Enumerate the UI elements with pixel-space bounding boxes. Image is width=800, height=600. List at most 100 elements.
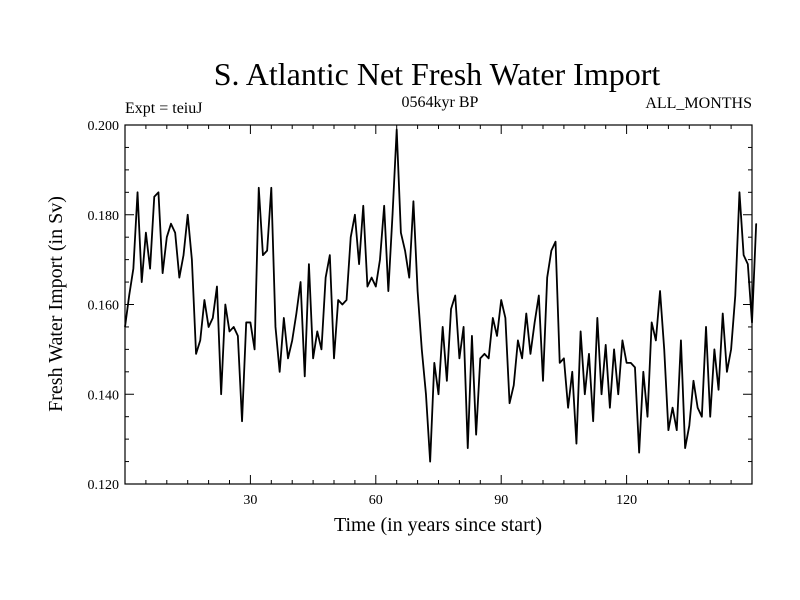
data-point bbox=[508, 402, 511, 404]
data-point bbox=[187, 214, 189, 216]
data-point bbox=[132, 268, 134, 270]
data-point bbox=[500, 299, 502, 301]
data-point bbox=[228, 330, 231, 333]
data-point bbox=[325, 276, 327, 279]
data-point bbox=[208, 326, 210, 328]
data-point bbox=[241, 420, 243, 422]
data-point bbox=[387, 290, 389, 292]
data-point bbox=[362, 205, 364, 207]
data-point bbox=[224, 303, 226, 306]
data-point bbox=[212, 317, 214, 319]
data-point bbox=[341, 303, 343, 306]
data-point bbox=[287, 357, 289, 359]
data-point bbox=[329, 254, 331, 256]
data-point bbox=[751, 321, 753, 324]
data-point bbox=[471, 335, 473, 337]
data-point bbox=[283, 317, 285, 319]
data-point bbox=[538, 294, 540, 297]
y-tick-label: 0.200 bbox=[88, 119, 120, 134]
data-point bbox=[320, 348, 323, 350]
data-point bbox=[191, 259, 193, 261]
x-axis-label: Time (in years since start) bbox=[334, 514, 542, 536]
y-tick-label: 0.140 bbox=[88, 388, 120, 403]
data-point bbox=[529, 353, 532, 355]
data-point bbox=[517, 339, 519, 341]
data-point bbox=[408, 276, 410, 279]
data-point bbox=[166, 236, 168, 238]
data-point bbox=[705, 326, 707, 328]
data-point bbox=[659, 290, 661, 292]
data-point bbox=[270, 187, 272, 189]
data-point bbox=[220, 393, 222, 395]
data-point bbox=[521, 357, 523, 359]
data-point bbox=[513, 384, 515, 386]
data-point bbox=[747, 263, 749, 265]
data-point bbox=[743, 254, 745, 256]
data-point bbox=[391, 214, 394, 216]
data-point bbox=[149, 268, 151, 270]
data-point bbox=[366, 285, 369, 288]
data-point bbox=[136, 191, 139, 193]
data-point bbox=[195, 353, 197, 355]
x-tick-label: 60 bbox=[369, 493, 383, 508]
plot-frame bbox=[124, 124, 753, 485]
data-point bbox=[396, 128, 398, 131]
data-point bbox=[358, 263, 360, 265]
data-point bbox=[274, 326, 277, 328]
data-point bbox=[162, 272, 164, 274]
data-point bbox=[425, 393, 427, 395]
data-point bbox=[375, 285, 377, 288]
data-point bbox=[584, 393, 586, 395]
data-point bbox=[504, 317, 506, 319]
data-point bbox=[157, 191, 160, 193]
months-label: ALL_MONTHS bbox=[645, 95, 752, 112]
data-point bbox=[617, 393, 619, 395]
data-point bbox=[354, 214, 356, 216]
data-point bbox=[542, 380, 544, 382]
data-point bbox=[178, 276, 180, 279]
data-point bbox=[717, 389, 720, 391]
data-point bbox=[262, 254, 264, 256]
data-point bbox=[404, 250, 406, 252]
data-point bbox=[279, 371, 281, 373]
data-point bbox=[433, 362, 435, 364]
data-point bbox=[479, 357, 481, 359]
data-point bbox=[546, 276, 548, 279]
data-point bbox=[496, 335, 498, 337]
x-tick-label: 30 bbox=[243, 493, 257, 508]
data-point bbox=[575, 443, 578, 445]
y-axis-label: Fresh Water Import (in Sv) bbox=[45, 196, 67, 412]
data-point bbox=[534, 321, 536, 324]
data-point bbox=[437, 393, 440, 395]
data-point bbox=[525, 312, 527, 315]
series-line bbox=[124, 128, 758, 463]
data-point bbox=[333, 357, 335, 359]
data-point bbox=[663, 348, 665, 350]
data-point bbox=[312, 357, 314, 359]
data-point bbox=[605, 344, 607, 346]
data-points bbox=[124, 128, 757, 463]
axis-tick-labels: 30 60 90 120 0.120 0.140 0.160 0.180 0.200 bbox=[88, 119, 638, 508]
data-point bbox=[316, 330, 318, 333]
data-point bbox=[350, 236, 352, 238]
data-point bbox=[442, 326, 444, 328]
data-point bbox=[400, 232, 402, 234]
axis-ticks bbox=[125, 124, 752, 485]
x-tick-label: 120 bbox=[616, 493, 637, 508]
data-point bbox=[563, 357, 565, 359]
data-point bbox=[596, 317, 598, 319]
data-point bbox=[337, 299, 339, 301]
data-point bbox=[592, 420, 594, 422]
data-point bbox=[567, 407, 569, 409]
data-point bbox=[483, 353, 486, 355]
data-point bbox=[216, 285, 218, 288]
data-point bbox=[638, 451, 640, 454]
data-point bbox=[684, 447, 686, 449]
data-point bbox=[253, 348, 256, 350]
data-point bbox=[345, 299, 348, 301]
experiment-label: Expt = teiuJ bbox=[125, 100, 202, 117]
data-point bbox=[203, 299, 206, 301]
data-point bbox=[713, 348, 715, 350]
data-point bbox=[609, 407, 611, 409]
data-point bbox=[182, 254, 185, 256]
